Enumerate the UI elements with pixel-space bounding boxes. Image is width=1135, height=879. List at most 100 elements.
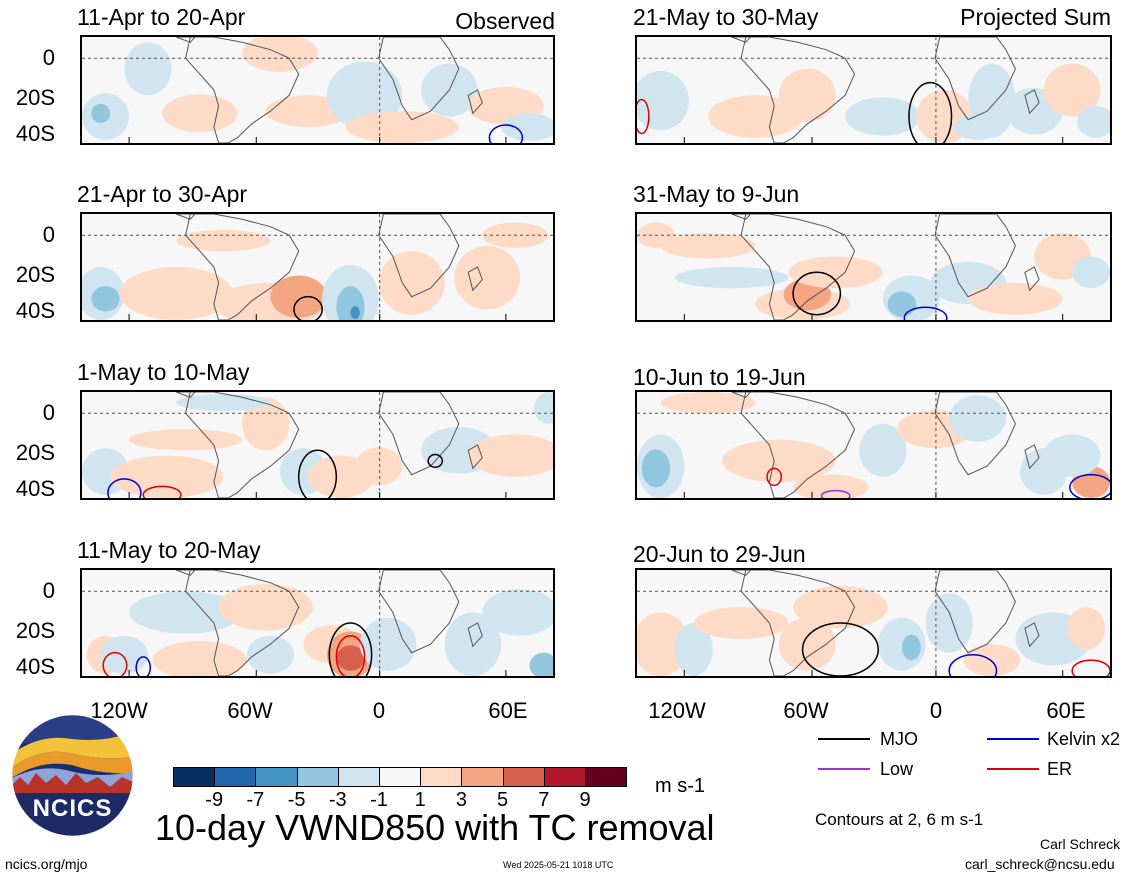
coastline — [467, 89, 483, 115]
contour-note: Contours at 2, 6 m s-1 — [815, 810, 984, 829]
colorbar-tick-label: 3 — [455, 789, 467, 811]
y-tick-label: 40S — [15, 476, 55, 501]
wave-contour — [1071, 659, 1110, 676]
coastline — [176, 570, 196, 576]
coastline — [185, 214, 300, 320]
anomaly-blob — [793, 585, 888, 629]
legend-line-er — [987, 768, 1039, 770]
anomaly-blob — [968, 282, 1063, 315]
coastline — [185, 570, 300, 676]
wave-contour — [107, 478, 142, 498]
anomaly-blob — [660, 233, 756, 259]
coastline — [1024, 444, 1040, 470]
anomaly-blob — [778, 617, 836, 671]
x-tick-120w-right: 120W — [648, 698, 706, 723]
map-panel-5 — [635, 35, 1112, 145]
y-tick-label: 20S — [15, 262, 55, 287]
anomaly-field — [637, 570, 1110, 676]
map-panel-7 — [635, 390, 1112, 500]
legend-line-low — [818, 768, 870, 770]
anomaly-blob — [901, 634, 921, 661]
wave-contour — [102, 651, 128, 676]
colorbar-swatch — [214, 767, 257, 787]
anomaly-blob — [660, 392, 756, 414]
anomaly-blob — [124, 42, 172, 96]
wave-contour — [1069, 473, 1110, 498]
anomaly-blob — [355, 447, 403, 486]
coastline — [731, 570, 752, 576]
anomaly-blob — [1043, 434, 1101, 477]
map-panel-3 — [80, 390, 555, 500]
map-panel-6 — [635, 212, 1112, 322]
x-tick-0-right: 0 — [929, 698, 943, 723]
anomaly-blob — [162, 94, 238, 133]
coastline — [185, 37, 300, 143]
anomaly-blob — [674, 623, 713, 676]
y-tick-label: 0 — [42, 45, 55, 70]
coastline — [731, 392, 752, 398]
colorbar-swatch — [543, 767, 586, 787]
y-tick-label: 20S — [15, 440, 55, 465]
legend-label-mjo: MJO — [880, 729, 918, 749]
x-tick-120w-left: 120W — [90, 698, 148, 723]
anomaly-blob — [91, 103, 111, 123]
coastline — [731, 214, 752, 220]
coastline — [1024, 266, 1040, 292]
anomaly-blob — [246, 635, 294, 674]
anomaly-blob — [119, 267, 233, 320]
panel-title-3: 1-May to 10-May — [77, 359, 250, 385]
anomaly-blob — [1043, 63, 1101, 117]
anomaly-blob — [378, 251, 445, 315]
y-tick-label: 0 — [42, 578, 55, 603]
coastline — [934, 214, 1016, 298]
anomaly-blob — [887, 291, 917, 317]
anomaly-blob — [152, 641, 247, 676]
x-tick-60e-left: 60E — [488, 698, 528, 723]
colorbar-swatch — [502, 767, 545, 787]
anomaly-blob — [482, 589, 553, 636]
anomaly-blob — [722, 439, 836, 483]
main-title: 10-day VWND850 with TC removal — [155, 807, 715, 848]
anomaly-blob — [501, 113, 553, 141]
anomaly-blob — [788, 256, 883, 289]
y-tick-label: 40S — [15, 654, 55, 679]
legend-label-kelvin: Kelvin x2 — [1047, 729, 1121, 749]
panel-tag-projected: Projected Sum — [960, 4, 1111, 30]
legend-label-er: ER — [1047, 759, 1073, 779]
map-panel-4 — [80, 568, 555, 678]
x-tick-60w-left: 60W — [227, 698, 273, 723]
wave-contour — [820, 489, 851, 498]
coastline — [1024, 89, 1040, 115]
colorbar-tick-label: -1 — [370, 789, 388, 811]
site-url: ncics.org/mjo — [5, 856, 88, 872]
colorbar-swatch — [173, 767, 216, 787]
colorbar-tick-label: -7 — [246, 789, 265, 811]
legend-line-mjo — [818, 738, 870, 740]
legend-label-low: Low — [880, 759, 914, 779]
anomaly-blob — [350, 306, 360, 319]
anomaly-blob — [968, 63, 1016, 138]
coastline — [467, 444, 483, 470]
y-tick-label: 0 — [42, 400, 55, 425]
anomaly-blob — [91, 286, 120, 312]
coastline — [378, 214, 460, 298]
anomaly-blob — [637, 70, 690, 131]
anomaly-blob — [1076, 105, 1110, 138]
wave-contour — [908, 81, 953, 143]
anomaly-blob — [110, 455, 224, 498]
anomaly-blob — [129, 429, 243, 451]
anomaly-field — [637, 214, 1110, 320]
coastline — [467, 622, 483, 648]
coastline — [176, 392, 196, 398]
wave-contour — [766, 467, 783, 487]
coastline — [1024, 622, 1040, 648]
wave-contour — [637, 98, 650, 135]
colorbar-swatch — [420, 767, 463, 787]
colorbar-swatch — [255, 767, 298, 787]
x-tick-60w-right: 60W — [783, 698, 829, 723]
colorbar-swatch — [461, 767, 504, 787]
colorbar-tick-label: 9 — [579, 789, 591, 811]
anomaly-field — [82, 570, 553, 676]
anomaly-blob — [693, 607, 789, 639]
panel-title-4: 11-May to 20-May — [77, 537, 261, 563]
